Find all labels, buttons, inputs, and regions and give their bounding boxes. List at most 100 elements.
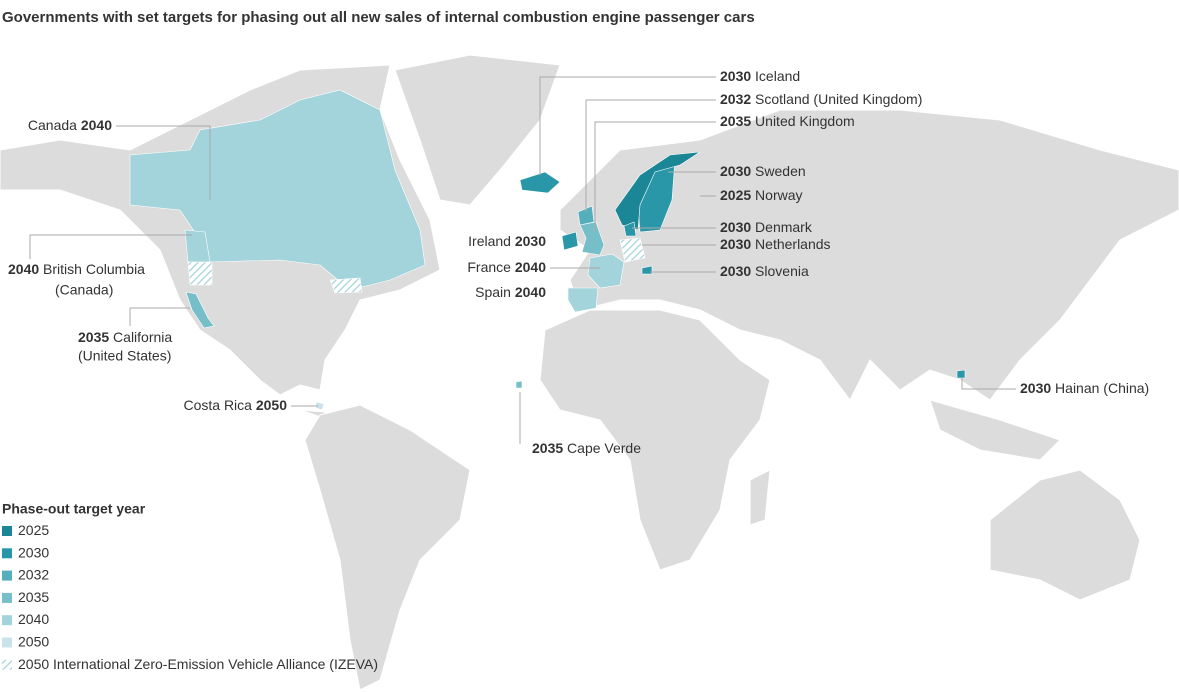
region <box>956 369 966 379</box>
label: Canada 2040 <box>28 117 112 133</box>
label: 2025 Norway <box>720 187 803 203</box>
label-year: 2040 <box>8 261 39 277</box>
label-year: 2030 <box>1020 380 1051 396</box>
legend-swatch <box>2 548 12 559</box>
label-name: Scotland (United Kingdom) <box>755 91 922 107</box>
label-year: 2035 <box>720 113 751 129</box>
region <box>185 291 215 329</box>
label-name: Iceland <box>755 68 800 84</box>
label-year: 2030 <box>720 263 751 279</box>
label-name: Slovenia <box>755 263 809 279</box>
label: 2030 Netherlands <box>720 236 831 252</box>
label-year: 2050 <box>256 397 287 413</box>
label-year: 2030 <box>720 219 751 235</box>
label: Ireland 2030 <box>468 233 546 249</box>
label-year: 2030 <box>515 233 546 249</box>
legend-year: 2030 <box>18 544 49 560</box>
legend-label: 2035 <box>18 589 49 605</box>
legend: Phase-out target year 2025 2030 2032 2035 20… <box>2 501 378 672</box>
legend-swatch <box>2 615 12 626</box>
label-name: Ireland <box>468 233 511 249</box>
label-name: United Kingdom <box>755 113 855 129</box>
label-name: Hainan (China) <box>1055 380 1149 396</box>
label-line2: (Canada) <box>55 282 113 298</box>
legend-year: 2032 <box>18 566 49 582</box>
label-year: 2032 <box>720 91 751 107</box>
label-year: 2025 <box>720 187 751 203</box>
label-year: 2030 <box>720 163 751 179</box>
label-name: Canada <box>28 117 77 133</box>
label-year: 2035 <box>532 440 563 456</box>
legend-label: 2030 <box>18 544 49 560</box>
legend-label: 2025 <box>18 522 49 538</box>
region <box>577 205 595 226</box>
label-name: Norway <box>755 187 802 203</box>
label: 2035 Cape Verde <box>532 440 641 456</box>
label: Spain 2040 <box>475 284 546 300</box>
region <box>515 380 523 389</box>
label-year: 2040 <box>81 117 112 133</box>
legend-year: 2050 <box>18 656 49 672</box>
region <box>587 253 625 289</box>
legend-label: 2040 <box>18 611 49 627</box>
label-name: Sweden <box>755 163 806 179</box>
region <box>519 171 561 194</box>
legend-year: 2035 <box>18 589 49 605</box>
label-name: Spain <box>475 284 511 300</box>
label: 2035 United Kingdom <box>720 113 855 129</box>
legend-swatch <box>2 526 12 536</box>
label: 2040 British Columbia <box>8 261 145 277</box>
label-name: British Columbia <box>43 261 145 277</box>
label-year: 2030 <box>720 236 751 252</box>
region <box>579 221 605 256</box>
label-name: Costa Rica <box>183 397 252 413</box>
legend-name: International Zero-Emission Vehicle Alli… <box>53 656 378 672</box>
label-name: France <box>467 259 511 275</box>
label: 2030 Iceland <box>720 68 800 84</box>
legend-swatch <box>2 570 12 581</box>
leader-line <box>585 99 716 212</box>
legend-title: Phase-out target year <box>2 501 146 517</box>
region <box>561 231 579 251</box>
legend-label: 2050 International Zero-Emission Vehicle… <box>18 656 378 672</box>
label-year: 2035 <box>78 329 109 345</box>
legend-swatch <box>2 637 12 648</box>
legend-year: 2025 <box>18 522 49 538</box>
legend-year: 2050 <box>18 633 49 649</box>
label: 2030 Slovenia <box>720 263 809 279</box>
legend-swatch <box>2 659 12 670</box>
region-izeva <box>329 277 363 294</box>
label: Costa Rica 2050 <box>183 397 287 413</box>
region <box>619 237 646 263</box>
region <box>623 221 637 237</box>
leader-line <box>539 76 716 175</box>
land <box>0 54 1179 691</box>
label: 2030 Hainan (China) <box>1020 380 1149 396</box>
label-name: Cape Verde <box>567 440 641 456</box>
label-name: Netherlands <box>755 236 831 252</box>
region <box>567 287 599 313</box>
legend-swatch <box>2 592 12 603</box>
label-name: Denmark <box>755 219 813 235</box>
label: France 2040 <box>467 259 546 275</box>
leader-line <box>129 307 190 326</box>
leader-line <box>961 378 1016 390</box>
region-izeva <box>187 261 213 286</box>
label-name: California <box>113 329 172 345</box>
leader-line <box>116 125 211 200</box>
legend-year: 2040 <box>18 611 49 627</box>
leader-line <box>594 121 716 232</box>
legend-label: 2032 <box>18 566 49 582</box>
label-line2: (United States) <box>78 348 171 364</box>
legend-label: 2050 <box>18 633 49 649</box>
label-year: 2040 <box>515 259 546 275</box>
region <box>641 265 653 275</box>
label: 2032 Scotland (United Kingdom) <box>720 91 922 107</box>
regions <box>129 89 966 411</box>
title: Governments with set targets for phasing… <box>2 9 755 26</box>
leader-line <box>29 234 192 259</box>
label-year: 2030 <box>720 68 751 84</box>
label: 2035 California <box>78 329 172 345</box>
